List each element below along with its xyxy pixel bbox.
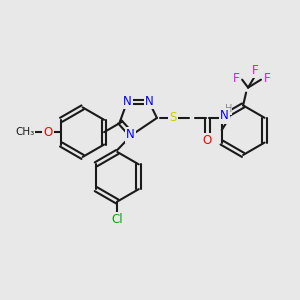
Text: O: O [44, 126, 53, 139]
Text: Cl: Cl [112, 213, 123, 226]
Text: S: S [169, 112, 176, 124]
Text: O: O [203, 134, 212, 147]
Text: N: N [220, 110, 229, 122]
Text: F: F [264, 72, 270, 85]
Text: N: N [126, 128, 135, 142]
Text: H: H [225, 104, 232, 114]
Text: F: F [233, 72, 239, 85]
Text: N: N [123, 94, 131, 108]
Text: F: F [252, 64, 258, 77]
Text: N: N [145, 94, 154, 108]
Text: CH₃: CH₃ [15, 127, 34, 137]
